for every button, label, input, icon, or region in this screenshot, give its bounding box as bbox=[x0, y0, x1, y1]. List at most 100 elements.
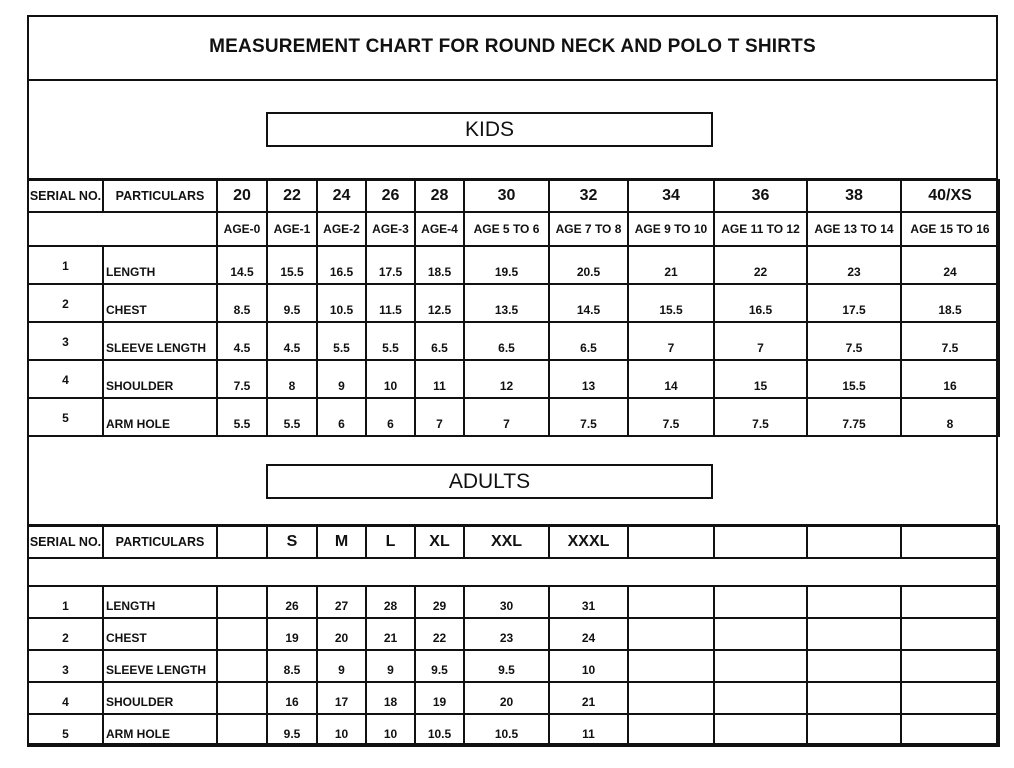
particulars-header: PARTICULARS bbox=[102, 179, 218, 213]
measurement-value: 10.5 bbox=[463, 713, 550, 747]
size-header: 32 bbox=[548, 179, 629, 213]
measurement-value: 6.5 bbox=[414, 321, 465, 361]
measurement-value: 7 bbox=[463, 397, 550, 437]
measurement-value: 7.75 bbox=[806, 397, 902, 437]
measurement-value: 18.5 bbox=[900, 283, 1000, 323]
measurement-value: 27 bbox=[316, 585, 367, 619]
age-range: AGE 5 TO 6 bbox=[463, 211, 550, 247]
age-range: AGE 15 TO 16 bbox=[900, 211, 1000, 247]
measurement-value bbox=[216, 585, 268, 619]
measurement-value: 8.5 bbox=[266, 649, 318, 683]
measurement-value: 20.5 bbox=[548, 245, 629, 285]
measurement-value: 21 bbox=[627, 245, 715, 285]
size-header: 38 bbox=[806, 179, 902, 213]
size-header: 26 bbox=[365, 179, 416, 213]
measurement-value bbox=[216, 681, 268, 715]
size-header: XL bbox=[414, 525, 465, 559]
measurement-value: 5.5 bbox=[365, 321, 416, 361]
measurement-value: 9 bbox=[316, 359, 367, 399]
measurement-value: 10 bbox=[316, 713, 367, 747]
measurement-value: 16.5 bbox=[713, 283, 808, 323]
measurement-value bbox=[806, 585, 902, 619]
measurement-value bbox=[216, 649, 268, 683]
size-header: 24 bbox=[316, 179, 367, 213]
particular-name: ARM HOLE bbox=[102, 397, 218, 437]
age-range: AGE 7 TO 8 bbox=[548, 211, 629, 247]
measurement-value: 9 bbox=[365, 649, 416, 683]
size-header: 30 bbox=[463, 179, 550, 213]
measurement-value: 29 bbox=[414, 585, 465, 619]
particular-name: ARM HOLE bbox=[102, 713, 218, 747]
measurement-value: 10.5 bbox=[414, 713, 465, 747]
measurement-value: 6.5 bbox=[548, 321, 629, 361]
size-header: 34 bbox=[627, 179, 715, 213]
measurement-value: 8 bbox=[900, 397, 1000, 437]
measurement-value: 7.5 bbox=[627, 397, 715, 437]
measurement-value: 19.5 bbox=[463, 245, 550, 285]
particular-name: SLEEVE LENGTH bbox=[102, 649, 218, 683]
table-row: 1 LENGTH 26 27 28 29 30 31 bbox=[27, 585, 1000, 619]
measurement-value: 5.5 bbox=[216, 397, 268, 437]
measurement-value bbox=[900, 681, 1000, 715]
serial-number: 4 bbox=[27, 681, 104, 715]
measurement-value: 14 bbox=[627, 359, 715, 399]
measurement-value bbox=[900, 617, 1000, 651]
measurement-value: 7 bbox=[713, 321, 808, 361]
measurement-value: 14.5 bbox=[216, 245, 268, 285]
particular-name: CHEST bbox=[102, 617, 218, 651]
measurement-value: 5.5 bbox=[316, 321, 367, 361]
table-row: 3 SLEEVE LENGTH 4.5 4.5 5.5 5.5 6.5 6.5 6.5 7 7 7.5… bbox=[27, 321, 1000, 361]
measurement-value bbox=[713, 649, 808, 683]
measurement-value bbox=[806, 649, 902, 683]
measurement-value: 15.5 bbox=[806, 359, 902, 399]
measurement-value: 9.5 bbox=[463, 649, 550, 683]
measurement-value: 13.5 bbox=[463, 283, 550, 323]
measurement-value: 9 bbox=[316, 649, 367, 683]
measurement-value bbox=[713, 585, 808, 619]
measurement-value: 7 bbox=[627, 321, 715, 361]
serial-number: 4 bbox=[27, 359, 104, 399]
kids-banner: KIDS bbox=[266, 112, 713, 147]
size-header: M bbox=[316, 525, 367, 559]
measurement-value: 12 bbox=[463, 359, 550, 399]
particulars-header: PARTICULARS bbox=[102, 525, 218, 559]
size-header bbox=[627, 525, 715, 559]
measurement-value bbox=[900, 649, 1000, 683]
measurement-value: 7.5 bbox=[548, 397, 629, 437]
measurement-value bbox=[216, 713, 268, 747]
measurement-value: 6 bbox=[316, 397, 367, 437]
kids-section-header bbox=[27, 81, 998, 180]
measurement-value: 10.5 bbox=[316, 283, 367, 323]
measurement-value bbox=[806, 617, 902, 651]
measurement-value: 26 bbox=[266, 585, 318, 619]
measurement-value: 5.5 bbox=[266, 397, 318, 437]
measurement-value: 24 bbox=[548, 617, 629, 651]
page-title: MEASUREMENT CHART FOR ROUND NECK AND POL… bbox=[27, 15, 998, 81]
table-row: 2 CHEST 19 20 21 22 23 24 bbox=[27, 617, 1000, 651]
size-header: 40/XS bbox=[900, 179, 1000, 213]
age-label-blank bbox=[27, 211, 218, 247]
serial-number: 3 bbox=[27, 321, 104, 361]
measurement-value bbox=[627, 681, 715, 715]
age-range: AGE-1 bbox=[266, 211, 318, 247]
measurement-value bbox=[900, 713, 1000, 747]
serial-number: 5 bbox=[27, 713, 104, 747]
serial-header: SERIAL NO. bbox=[27, 179, 104, 213]
measurement-value: 11 bbox=[414, 359, 465, 399]
serial-number: 1 bbox=[27, 585, 104, 619]
measurement-value: 22 bbox=[414, 617, 465, 651]
measurement-value: 16 bbox=[900, 359, 1000, 399]
measurement-value: 24 bbox=[900, 245, 1000, 285]
measurement-value bbox=[806, 713, 902, 747]
size-header: 36 bbox=[713, 179, 808, 213]
measurement-value: 19 bbox=[266, 617, 318, 651]
measurement-value: 9.5 bbox=[414, 649, 465, 683]
measurement-value: 8.5 bbox=[216, 283, 268, 323]
measurement-value: 6.5 bbox=[463, 321, 550, 361]
measurement-value: 13 bbox=[548, 359, 629, 399]
measurement-value bbox=[806, 681, 902, 715]
measurement-value bbox=[627, 713, 715, 747]
serial-header: SERIAL NO. bbox=[27, 525, 104, 559]
measurement-value bbox=[216, 617, 268, 651]
measurement-value bbox=[627, 649, 715, 683]
